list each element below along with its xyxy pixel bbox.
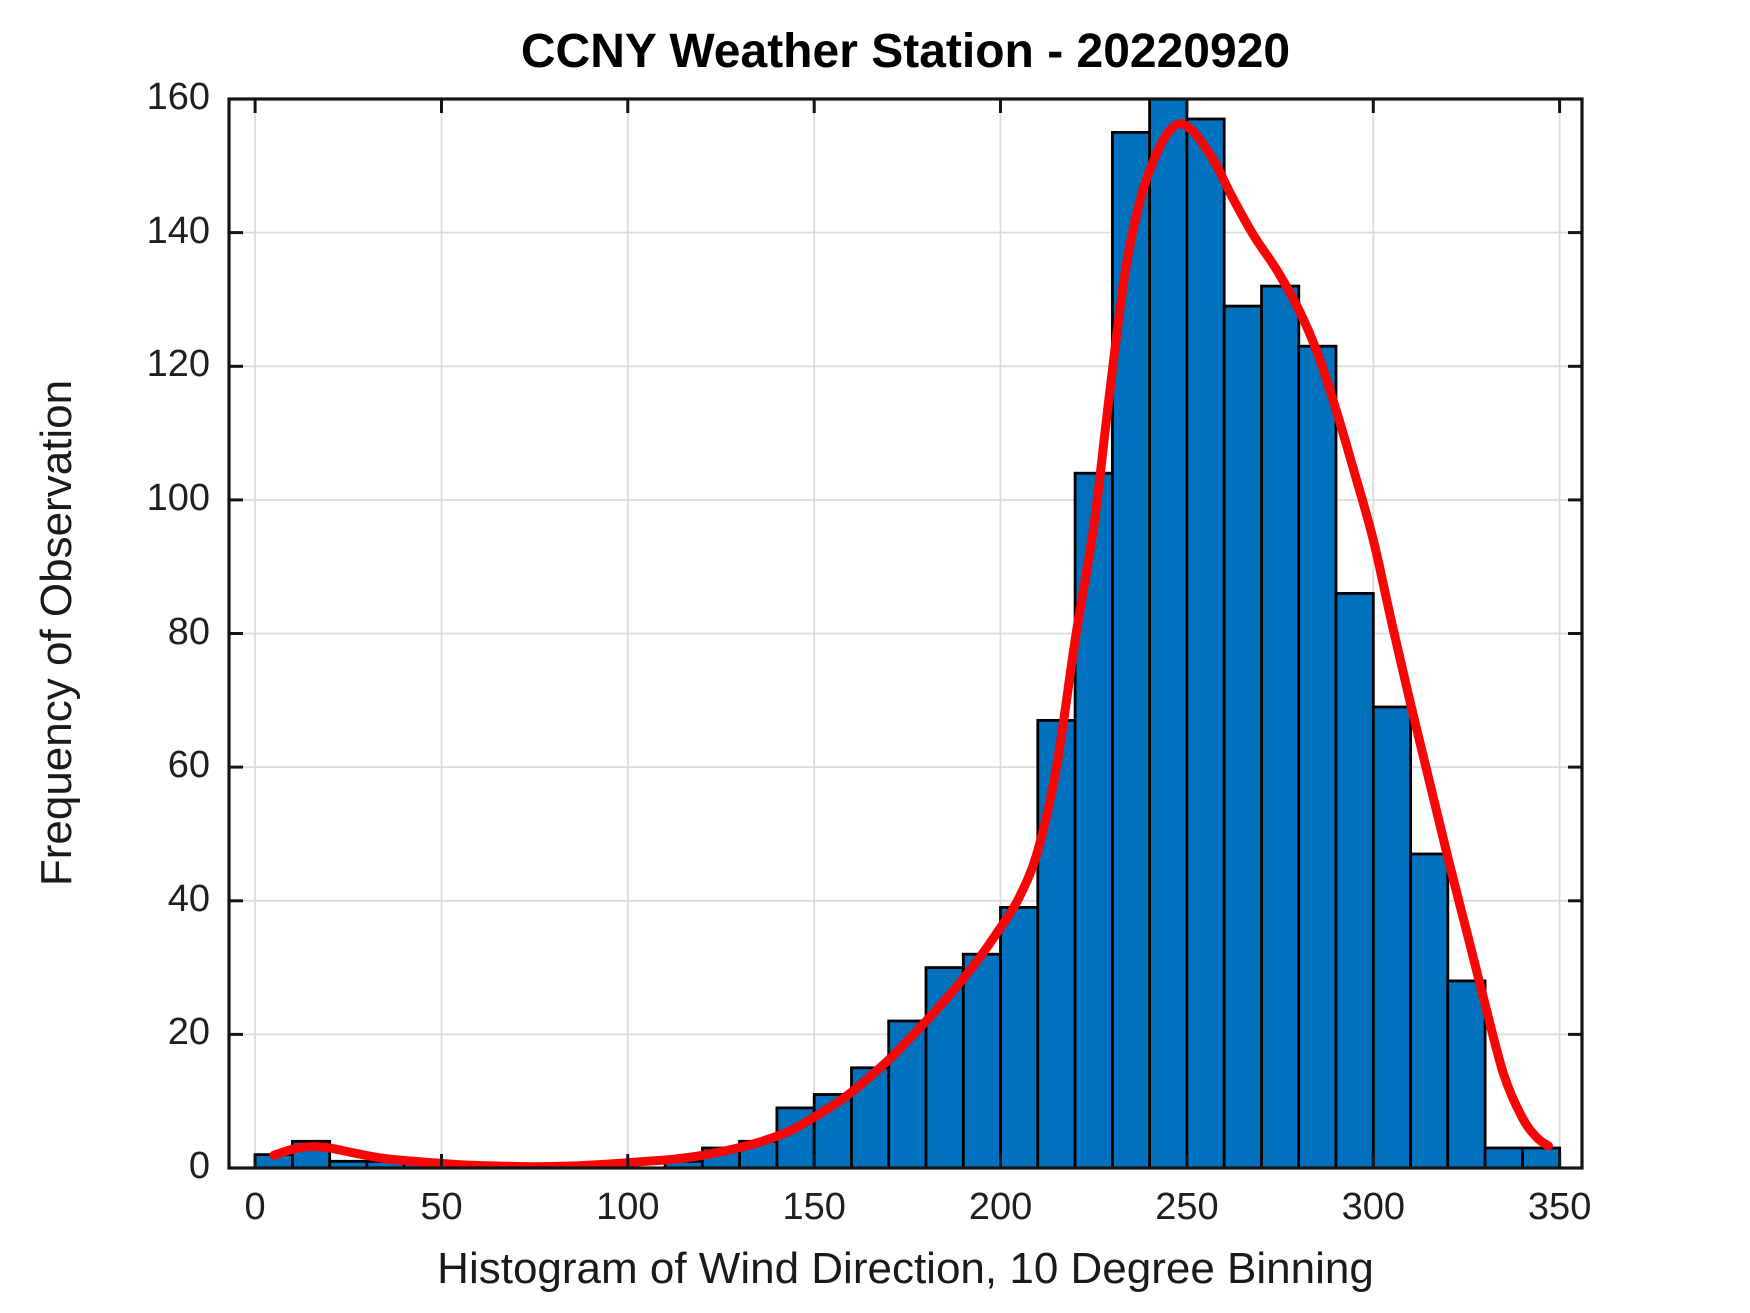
y-tick-label: 20 bbox=[167, 1011, 210, 1054]
x-tick-label: 250 bbox=[1155, 1186, 1219, 1228]
histogram-bar bbox=[1297, 344, 1338, 1168]
y-tick-label: 80 bbox=[167, 610, 210, 653]
histogram-bar bbox=[1334, 592, 1375, 1168]
y-tick-label: 120 bbox=[146, 343, 210, 386]
density-curve bbox=[269, 119, 1553, 1168]
x-tick-label: 0 bbox=[244, 1186, 266, 1228]
y-tick-label: 160 bbox=[146, 76, 210, 118]
histogram-bar bbox=[1073, 471, 1114, 1168]
histogram-bar bbox=[1111, 130, 1152, 1168]
y-tick-label: 100 bbox=[146, 476, 210, 519]
y-tick-label: 140 bbox=[146, 209, 210, 252]
y-tick-label: 60 bbox=[167, 744, 210, 787]
histogram-bar bbox=[999, 906, 1040, 1168]
histogram-bar bbox=[1036, 719, 1077, 1168]
histogram-bar bbox=[961, 952, 1002, 1168]
density-curve-layer bbox=[269, 119, 1553, 1168]
histogram-bar bbox=[1260, 284, 1301, 1168]
x-tick-label: 300 bbox=[1341, 1186, 1405, 1228]
x-tick-label: 150 bbox=[782, 1186, 846, 1228]
tick-marks bbox=[229, 97, 1582, 1170]
histogram-bar bbox=[1446, 979, 1487, 1168]
x-tick-label: 200 bbox=[968, 1186, 1033, 1228]
histogram-bar bbox=[1409, 852, 1450, 1168]
x-tick-label: 100 bbox=[596, 1186, 660, 1228]
histogram-bar bbox=[1148, 100, 1189, 1168]
histogram-bar bbox=[1222, 304, 1263, 1168]
y-tick-label: 40 bbox=[167, 877, 210, 920]
x-tick-label: 350 bbox=[1527, 1186, 1592, 1228]
chart-title: CCNY Weather Station - 20220920 bbox=[520, 25, 1291, 78]
x-tick-label: 50 bbox=[420, 1186, 463, 1228]
x-axis-label: Histogram of Wind Direction, 10 Degree B… bbox=[437, 1244, 1374, 1293]
histogram-bars bbox=[253, 100, 1562, 1168]
histogram-bar bbox=[1185, 117, 1226, 1168]
y-tick-label: 0 bbox=[188, 1145, 210, 1187]
histogram-bar bbox=[1371, 705, 1413, 1168]
